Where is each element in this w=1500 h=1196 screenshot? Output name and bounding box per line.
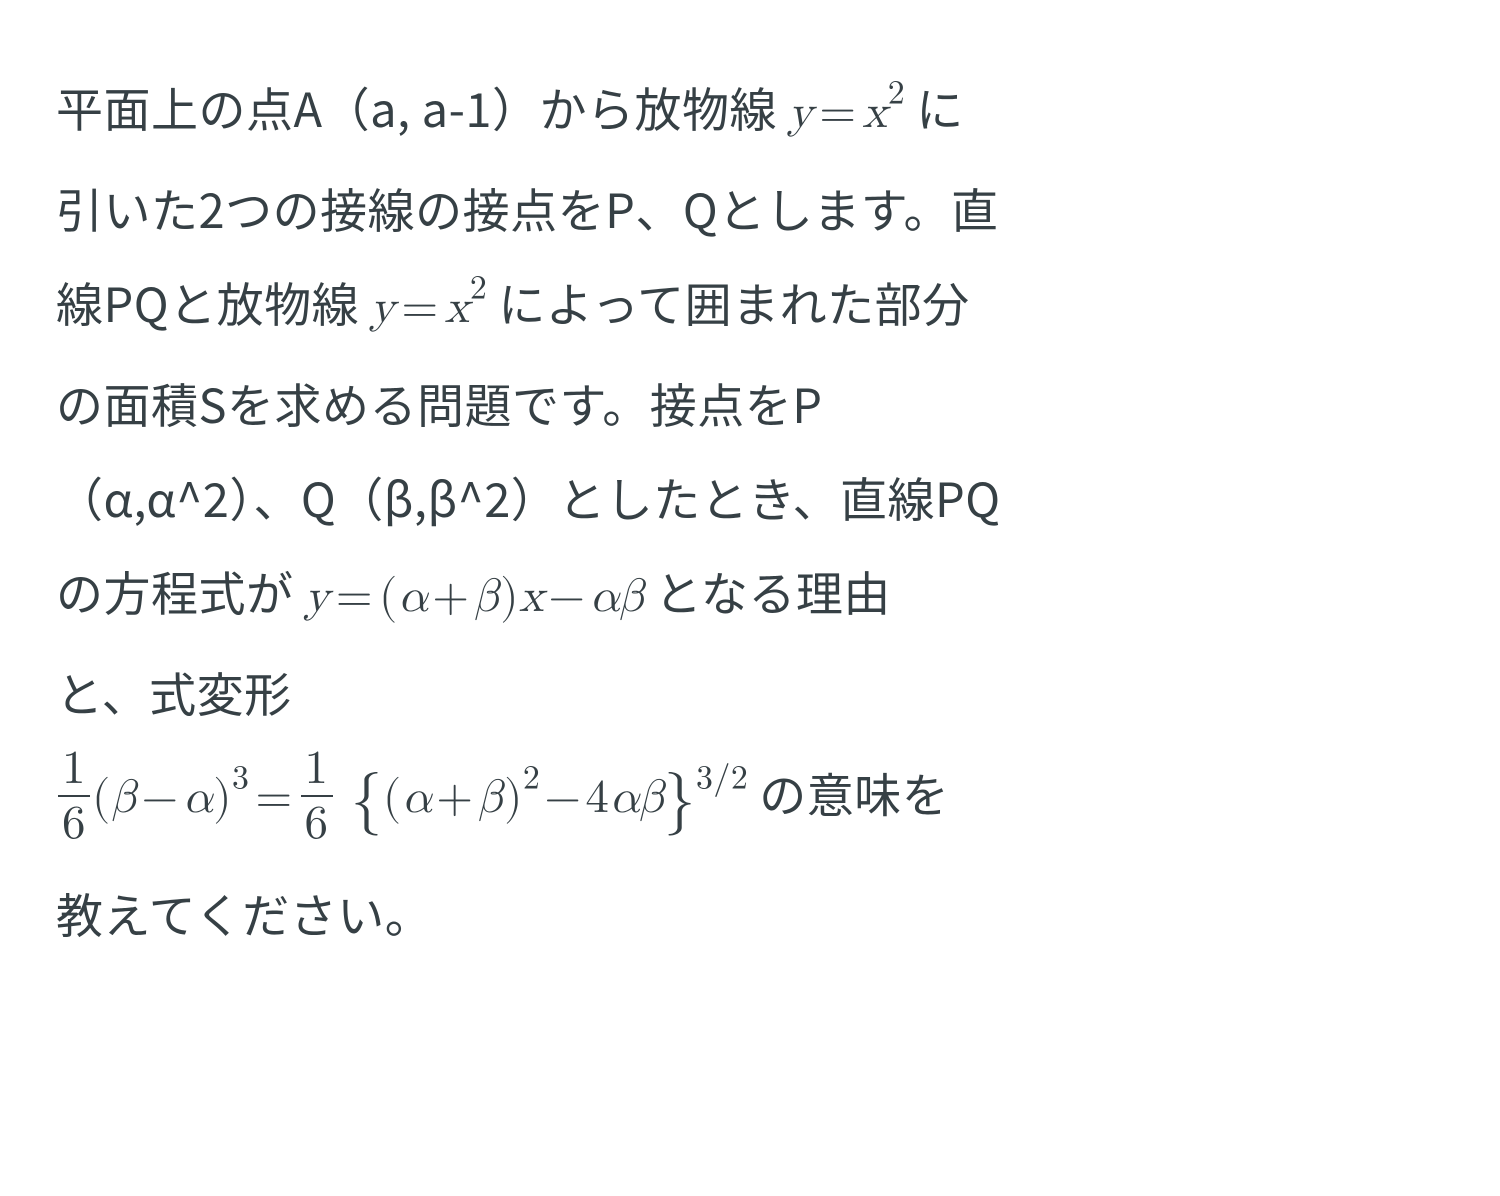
math-pq-line: y=(α+β)x−αβ [305,574,644,621]
text-line-8b: の意味を [748,757,949,826]
text-line-5: （α,α^2）、Q（β,β^2）としたとき、直線PQ [56,462,1001,531]
text-line-2: 引いた2つの接線の接点をP、Qとします。直 [56,173,999,242]
math-y-eq-x2-2: y=x2 [370,285,487,332]
math-y-eq-x2-1: y=x2 [788,90,905,137]
text-line-1a: 平面上の点A（a, a-1）から放物線 [56,72,788,141]
math-cubic-identity: 16(β−α)3=16 {(α+β)2−4αβ}3/2 [56,775,748,822]
math-problem-text: 平面上の点A（a, a-1）から放物線 y=x2 に 引いた2つの接線の接点をP… [0,0,1500,1000]
text-line-4: の面積Sを求める問題です。接点をP [56,368,823,437]
text-line-9: 教えてください。 [56,878,432,947]
text-line-3a: 線PQと放物線 [56,267,370,336]
text-line-3b: によって囲まれた部分 [487,267,969,336]
text-line-6b: となる理由 [644,556,891,625]
text-line-1b: に [905,72,964,141]
text-line-7: と、式変形 [56,657,292,726]
text-line-6a: の方程式が [56,556,305,625]
